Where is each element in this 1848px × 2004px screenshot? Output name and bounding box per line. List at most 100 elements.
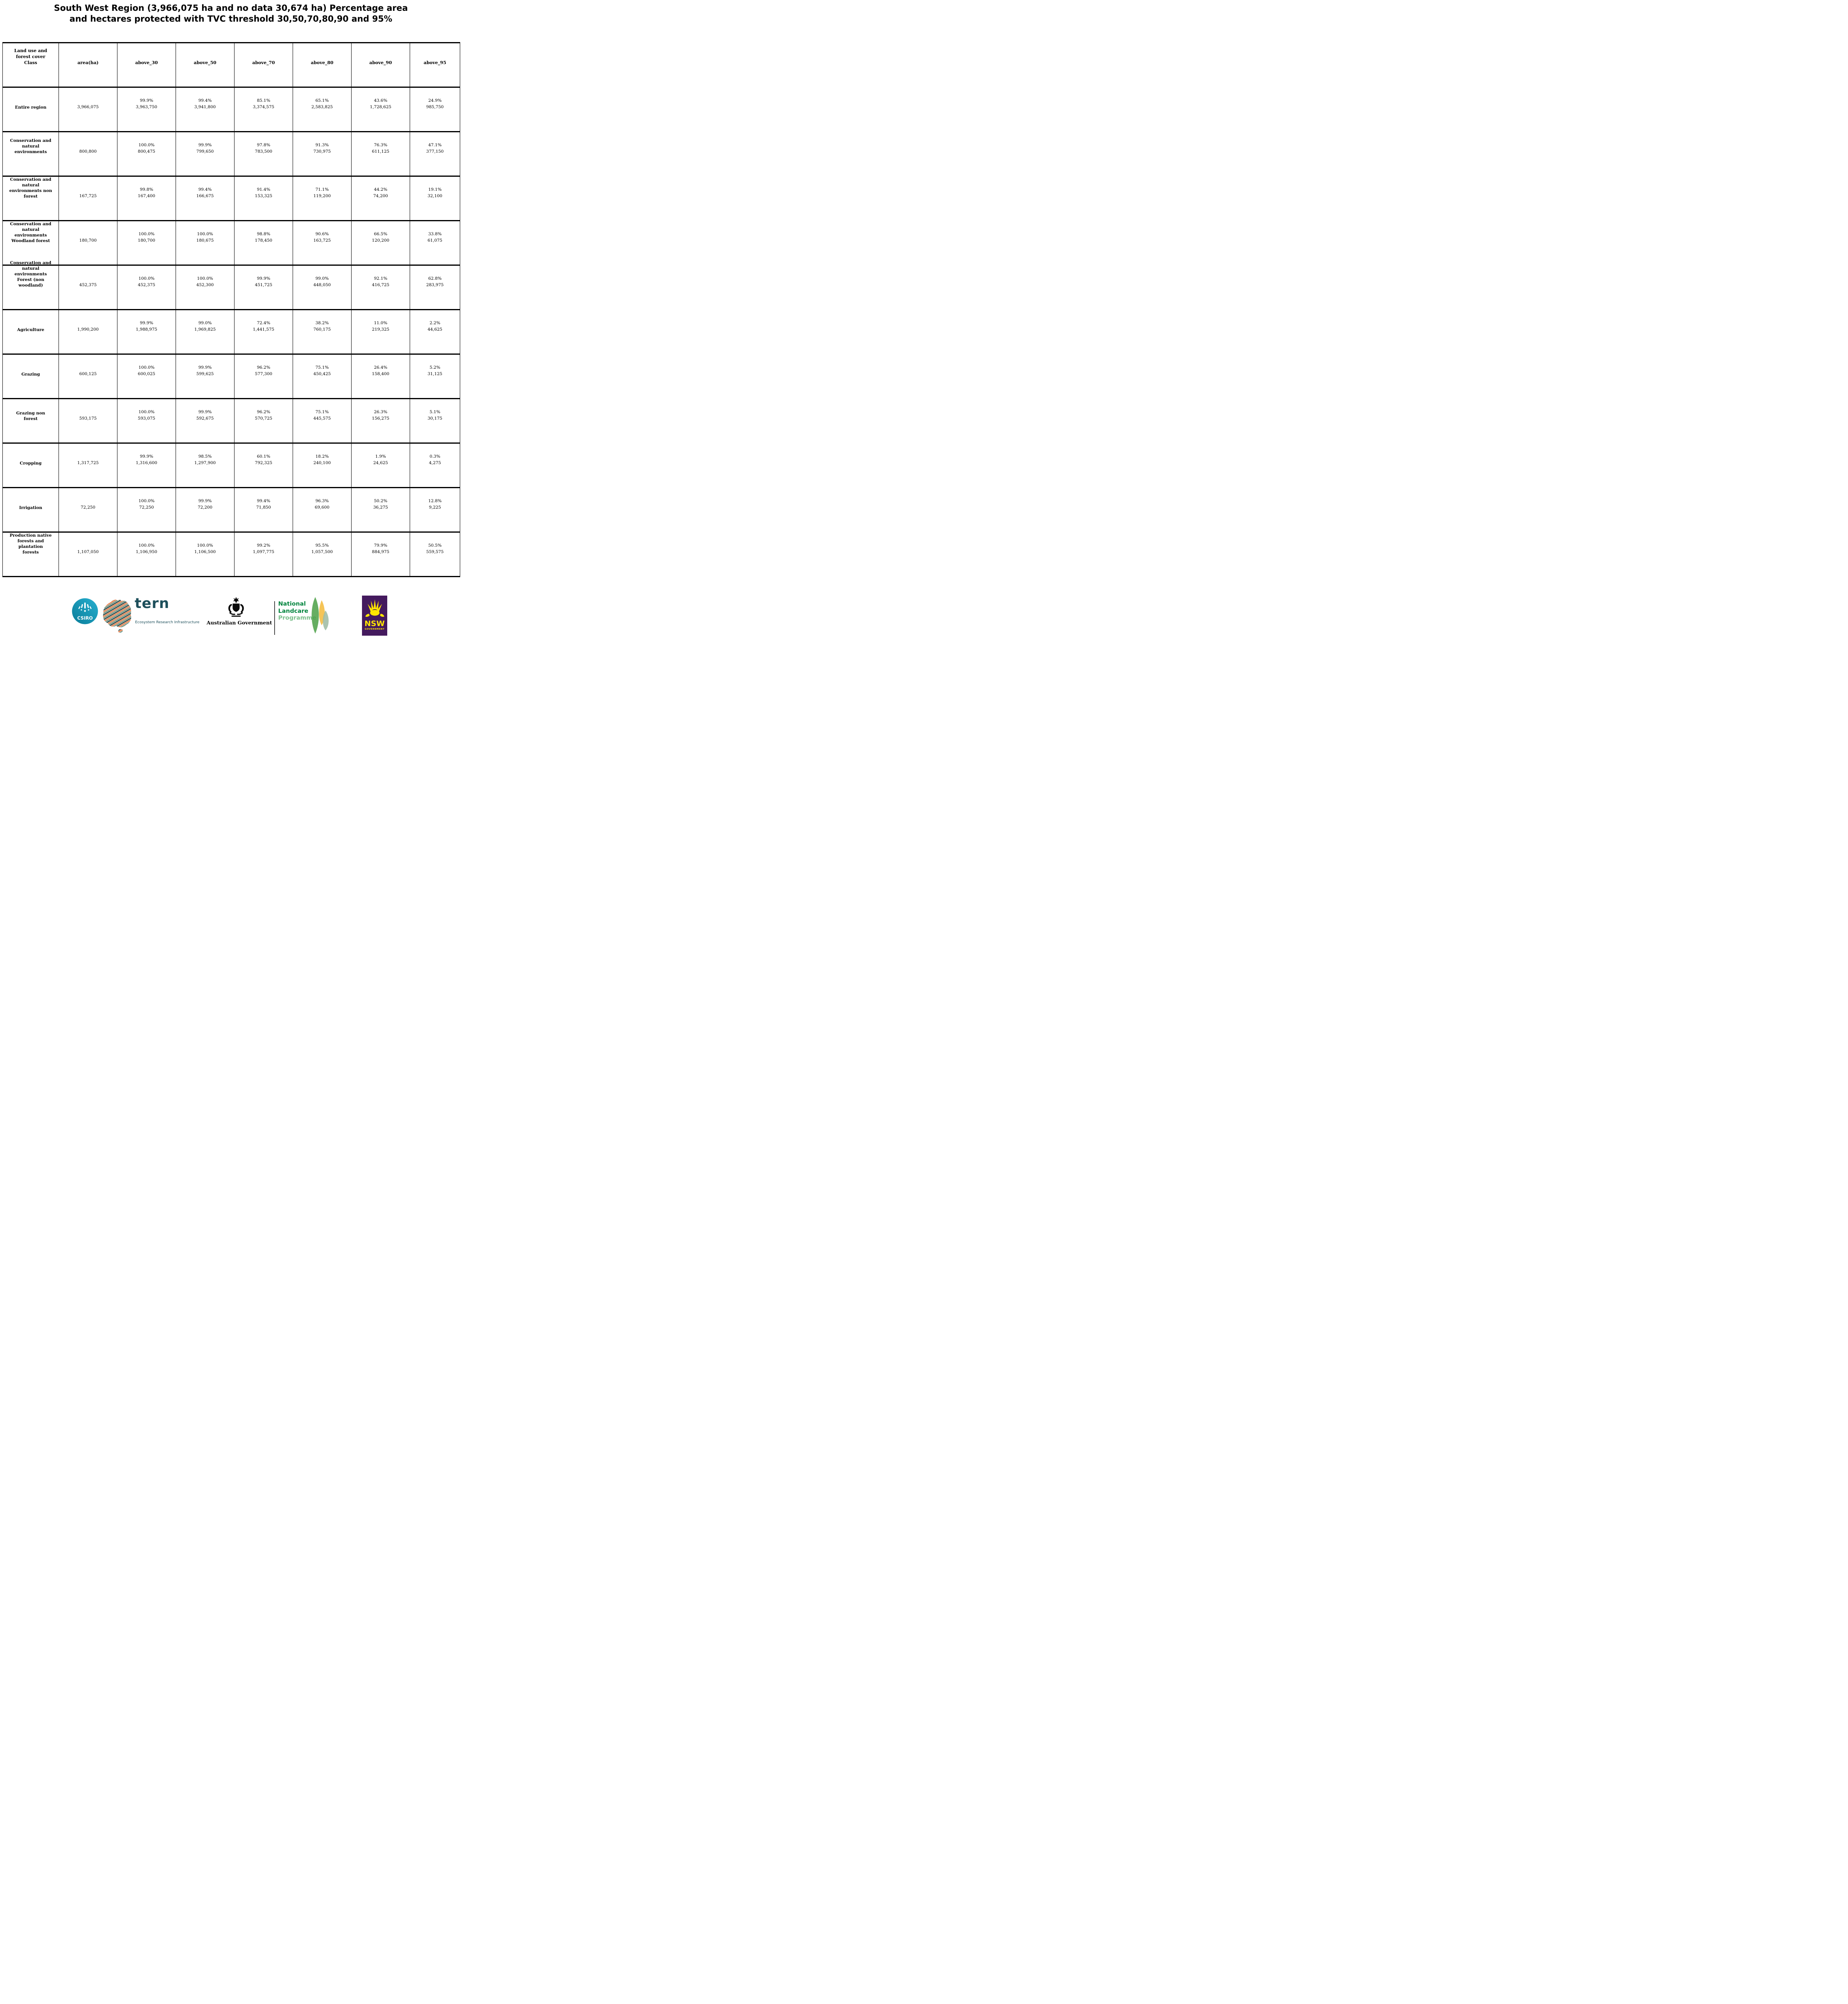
ha-value: 1,441,575 <box>253 327 275 332</box>
area-cell: 1,317,725 <box>59 443 117 488</box>
ha-value: 760,175 <box>313 327 331 332</box>
area-value: 1,107,050 <box>77 549 99 554</box>
data-cell: 60.1% 792,325 <box>234 443 293 488</box>
landcare-divider <box>274 601 275 635</box>
ha-value: 1,728,625 <box>370 105 392 109</box>
pct-value: 2.2% <box>429 321 441 325</box>
column-header-cell: above_90 <box>351 42 410 87</box>
ha-value: 71,850 <box>256 505 271 510</box>
pct-value: 100.0% <box>197 276 213 281</box>
ha-value: 1,297,900 <box>194 461 216 465</box>
ha-value: 74,200 <box>373 194 388 198</box>
corner-header-label: Land use and forest cover Class <box>14 48 47 65</box>
pct-value: 76.3% <box>374 143 388 147</box>
data-cell: 100.0% 1,106,500 <box>176 532 235 577</box>
ha-value: 3,941,800 <box>194 105 216 109</box>
data-cell: 99.9% 592,675 <box>176 398 235 443</box>
data-cell: 72.4% 1,441,575 <box>234 309 293 354</box>
ha-value: 985,750 <box>426 105 444 109</box>
landcare-line-1: National <box>278 601 306 607</box>
ha-value: 72,250 <box>139 505 154 510</box>
data-cell: 100.0% 180,700 <box>117 220 176 265</box>
pct-value: 19.1% <box>428 187 442 192</box>
ha-value: 577,300 <box>255 372 273 376</box>
ha-value: 119,200 <box>313 194 331 198</box>
csiro-wordmark: CSIRO <box>77 616 93 621</box>
pct-value: 43.6% <box>374 98 388 103</box>
data-cell: 85.1% 3,374,575 <box>234 87 293 132</box>
pct-value: 100.0% <box>138 499 155 503</box>
row-label: Agriculture <box>17 327 44 332</box>
data-cell: 1.9% 24,625 <box>351 443 410 488</box>
pct-value: 72.4% <box>257 321 271 325</box>
row-label: Conservation and natural environments Wo… <box>10 222 51 243</box>
data-cell: 43.6% 1,728,625 <box>351 87 410 132</box>
row-label: Grazing non forest <box>16 411 45 421</box>
crest-star <box>233 597 239 604</box>
table-row: Grazing non forest 593,175 100.0% 593,075 99… <box>2 398 460 443</box>
table-row: Agriculture 1,990,200 99.9% 1,988,975 99.0% 1… <box>2 309 460 354</box>
area-cell: 72,250 <box>59 487 117 532</box>
data-cell: 98.5% 1,297,900 <box>176 443 235 488</box>
ha-value: 450,425 <box>313 372 331 376</box>
pct-value: 99.4% <box>198 187 212 192</box>
pct-value: 12.8% <box>428 499 442 503</box>
ha-value: 69,600 <box>315 505 330 510</box>
column-header-label: above_30 <box>135 60 158 65</box>
area-cell: 180,700 <box>59 220 117 265</box>
row-label: Production native forests and plantation… <box>10 533 52 555</box>
csiro-logo: CSIRO <box>72 598 98 624</box>
row-label-cell: Conservation and natural environments Wo… <box>2 220 59 265</box>
ha-value: 24,625 <box>373 461 388 465</box>
row-label-cell: Entire region <box>2 87 59 132</box>
pct-value: 98.8% <box>257 232 271 236</box>
data-cell: 38.2% 760,175 <box>293 309 352 354</box>
data-cell: 12.8% 9,225 <box>410 487 460 532</box>
pct-value: 18.2% <box>315 454 329 459</box>
data-cell: 97.8% 783,500 <box>234 131 293 176</box>
data-cell: 75.1% 445,575 <box>293 398 352 443</box>
pct-value: 91.3% <box>315 143 329 147</box>
data-cell: 26.4% 158,400 <box>351 354 410 399</box>
ha-value: 611,125 <box>372 149 390 154</box>
table-row: Entire region 3,966,075 99.9% 3,963,750 99.4… <box>2 87 460 132</box>
pct-value: 99.9% <box>140 98 154 103</box>
data-cell: 99.8% 167,400 <box>117 176 176 221</box>
pct-value: 0.3% <box>429 454 441 459</box>
ha-value: 451,725 <box>255 283 273 287</box>
column-header-cell: above_80 <box>293 42 352 87</box>
title-line-2: and hectares protected with TVC threshol… <box>69 14 392 24</box>
pct-value: 5.1% <box>429 410 441 414</box>
pct-value: 85.1% <box>257 98 271 103</box>
australian-government-crest-icon <box>228 597 244 617</box>
report-page: South West Region (3,966,075 ha and no d… <box>0 0 462 640</box>
data-cell: 19.1% 32,100 <box>410 176 460 221</box>
ha-value: 283,975 <box>426 283 444 287</box>
pct-value: 99.9% <box>140 454 154 459</box>
pct-value: 11.0% <box>374 321 388 325</box>
pct-value: 96.2% <box>257 365 271 370</box>
pct-value: 100.0% <box>138 276 155 281</box>
data-cell: 71.1% 119,200 <box>293 176 352 221</box>
data-cell: 76.3% 611,125 <box>351 131 410 176</box>
column-header-label: area(ha) <box>77 60 99 65</box>
ha-value: 163,725 <box>313 238 331 243</box>
pct-value: 99.9% <box>140 321 154 325</box>
pct-value: 92.1% <box>374 276 388 281</box>
data-cell: 44.2% 74,200 <box>351 176 410 221</box>
australian-government-label: Australian Government <box>206 620 272 626</box>
area-value: 167,725 <box>79 194 97 198</box>
ha-value: 2,583,825 <box>311 105 333 109</box>
data-cell: 90.6% 163,725 <box>293 220 352 265</box>
ha-value: 166,675 <box>196 194 214 198</box>
page-title: South West Region (3,966,075 ha and no d… <box>0 3 462 24</box>
ha-value: 180,700 <box>137 238 156 243</box>
pct-value: 65.1% <box>315 98 329 103</box>
ha-value: 4,275 <box>429 461 441 465</box>
ha-value: 158,400 <box>372 372 390 376</box>
pct-value: 26.3% <box>374 410 388 414</box>
ha-value: 792,325 <box>255 461 273 465</box>
csiro-burst-icon <box>78 602 92 612</box>
data-cell: 66.5% 120,200 <box>351 220 410 265</box>
ha-value: 1,097,775 <box>253 549 275 554</box>
